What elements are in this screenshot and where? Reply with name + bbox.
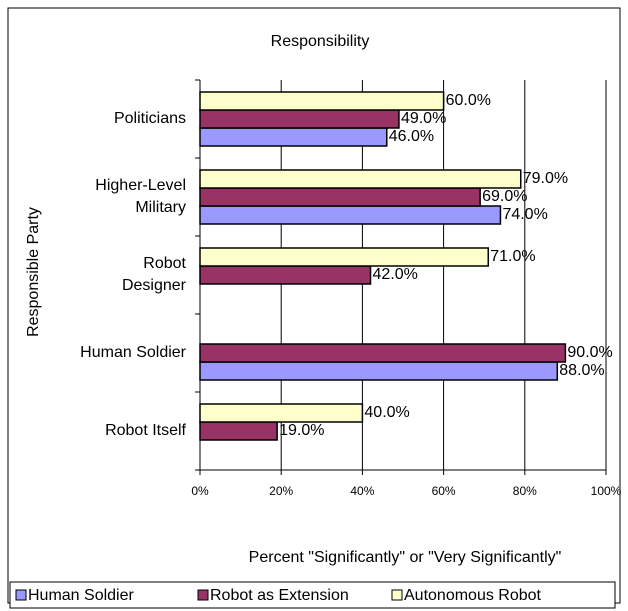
bar — [199, 361, 559, 381]
bar — [199, 169, 522, 189]
data-label: 19.0% — [279, 422, 324, 439]
y-axis-label: Responsible Party — [25, 207, 42, 337]
bar — [199, 127, 388, 147]
y-tick-label: Higher-Level Military — [95, 177, 186, 216]
bar — [199, 247, 490, 267]
data-label: 88.0% — [559, 362, 604, 379]
data-label: 71.0% — [490, 248, 535, 265]
data-label: 74.0% — [502, 206, 547, 223]
data-label: 79.0% — [523, 170, 568, 187]
x-axis-label: Percent "Significantly" or "Very Signifi… — [249, 549, 562, 566]
y-tick-label: Human Soldier — [80, 344, 187, 361]
bar — [199, 205, 502, 225]
x-tick-label: 40% — [350, 484, 374, 498]
legend-swatch — [391, 589, 403, 601]
bar — [199, 403, 364, 423]
data-label: 46.0% — [389, 128, 434, 145]
data-label: 49.0% — [401, 110, 446, 127]
x-tick-label: 80% — [513, 484, 537, 498]
bar — [199, 187, 481, 207]
legend-label: Autonomous Robot — [404, 587, 542, 604]
legend-swatch — [15, 589, 27, 601]
legend-swatch — [197, 589, 209, 601]
data-label: 40.0% — [364, 404, 409, 421]
y-tick-label: Robot Itself — [105, 422, 186, 439]
legend-label: Human Soldier — [28, 587, 135, 604]
x-tick-label: 20% — [269, 484, 293, 498]
chart-title: Responsibility — [271, 33, 370, 50]
data-label: 69.0% — [482, 188, 527, 205]
data-label: 42.0% — [373, 266, 418, 283]
bar — [199, 265, 372, 285]
bar — [199, 343, 567, 363]
x-tick-label: 100% — [591, 484, 622, 498]
bar — [199, 421, 278, 441]
bar — [199, 109, 400, 129]
x-tick-label: 0% — [191, 484, 209, 498]
data-label: 60.0% — [446, 92, 491, 109]
y-tick-label: Politicians — [114, 110, 186, 127]
x-tick-label: 60% — [432, 484, 456, 498]
legend — [9, 581, 616, 609]
bar — [199, 91, 445, 111]
y-tick-label: Robot Designer — [122, 255, 187, 294]
legend-label: Robot as Extension — [210, 587, 349, 604]
data-label: 90.0% — [567, 344, 612, 361]
